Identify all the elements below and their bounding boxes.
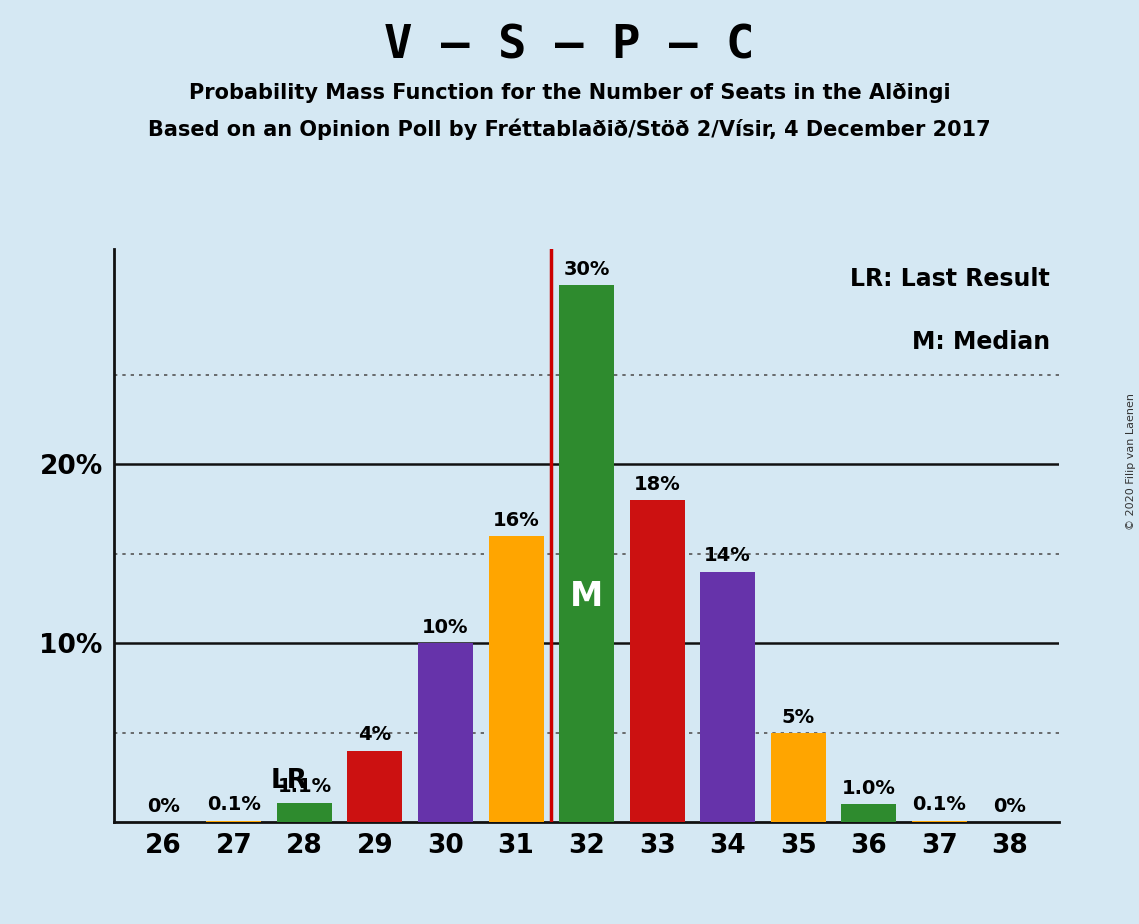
Bar (559, 286, 614, 822)
Text: © 2020 Filip van Laenen: © 2020 Filip van Laenen (1126, 394, 1136, 530)
Text: Probability Mass Function for the Number of Seats in the Alðingi: Probability Mass Function for the Number… (189, 83, 950, 103)
Text: Based on an Opinion Poll by Fréttablaðið/Stöð 2/Vísir, 4 December 2017: Based on an Opinion Poll by Fréttablaðið… (148, 118, 991, 140)
Text: 16%: 16% (493, 511, 540, 529)
Bar (206, 821, 261, 822)
Text: 10%: 10% (423, 618, 469, 637)
Bar (912, 821, 967, 822)
Text: LR: LR (271, 768, 308, 794)
Text: 0.1%: 0.1% (207, 796, 261, 814)
Text: LR: Last Result: LR: Last Result (850, 267, 1050, 291)
Bar (347, 750, 402, 822)
Bar (489, 536, 543, 822)
Text: 30%: 30% (564, 260, 609, 279)
Text: 18%: 18% (633, 475, 680, 493)
Text: 0%: 0% (147, 797, 180, 816)
Text: 14%: 14% (704, 546, 751, 565)
Text: M: Median: M: Median (911, 330, 1050, 354)
Text: 4%: 4% (359, 725, 392, 745)
Text: M: M (570, 580, 604, 614)
Bar (418, 643, 473, 822)
Text: 1.0%: 1.0% (842, 779, 895, 798)
Text: 0.1%: 0.1% (912, 796, 966, 814)
Text: 0%: 0% (993, 797, 1026, 816)
Bar (700, 572, 755, 822)
Bar (277, 803, 331, 822)
Bar (630, 500, 685, 822)
Text: V – S – P – C: V – S – P – C (384, 23, 755, 68)
Text: 5%: 5% (781, 708, 814, 726)
Bar (842, 805, 896, 822)
Text: 1.1%: 1.1% (277, 777, 331, 796)
Bar (771, 733, 826, 822)
